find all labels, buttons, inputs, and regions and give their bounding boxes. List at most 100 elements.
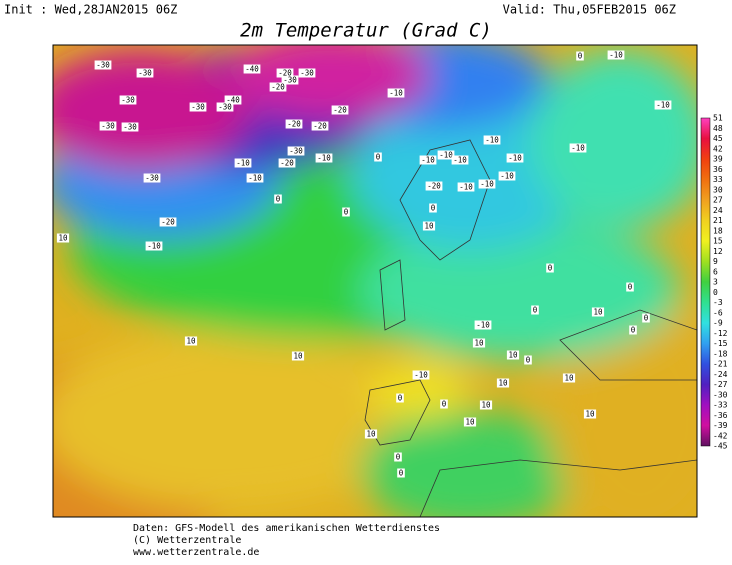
contour-label: 0	[548, 264, 553, 273]
contour-label-box	[483, 135, 501, 145]
colorbar-label: -3	[713, 298, 723, 307]
contour-label-box	[437, 150, 455, 160]
contour-label-box	[478, 179, 496, 189]
contour-label: -40	[245, 65, 259, 74]
coastlines	[364, 139, 697, 517]
contour-label: -10	[459, 183, 473, 192]
colorbar-label: 51	[713, 114, 723, 123]
colorbar-label: -15	[713, 339, 728, 348]
contour-label-box	[463, 417, 477, 427]
contour-label-box	[583, 409, 597, 419]
contour-label-box	[285, 119, 303, 129]
contour-label: 0	[376, 153, 381, 162]
contour-label-box	[654, 100, 672, 110]
contour-label: 10	[366, 430, 376, 439]
contour-label: -30	[191, 103, 205, 112]
contour-label-box	[374, 152, 382, 162]
colorbar-label: 15	[713, 237, 723, 246]
contour-label: -10	[500, 172, 514, 181]
contour-label-box	[396, 393, 404, 403]
colorbar-label: -33	[713, 401, 728, 410]
contour-label: -30	[123, 123, 137, 132]
contour-label-box	[546, 263, 554, 273]
contour-label: -30	[218, 103, 232, 112]
map	[53, 45, 697, 517]
contour-label: -30	[121, 96, 135, 105]
title: 2m Temperatur (Grad C)	[240, 20, 492, 42]
contour-label: -10	[236, 159, 250, 168]
contour-label-box	[99, 121, 117, 131]
contour-label-box	[364, 429, 378, 439]
colorbar-label: -30	[713, 390, 728, 399]
colorbar-label: 24	[713, 206, 723, 215]
contour-label: -10	[609, 51, 623, 60]
contour-label: 0	[442, 400, 447, 409]
contour-label-box	[440, 399, 448, 409]
map-frame	[52, 44, 698, 518]
contour-label: 0	[628, 283, 633, 292]
contour-label: -30	[101, 122, 115, 131]
contour-label-box	[145, 241, 163, 251]
contour-label-box	[189, 102, 207, 112]
contour-label-box	[298, 68, 316, 78]
colorbar-label: 6	[713, 267, 718, 276]
contour-label-box	[626, 282, 634, 292]
contour-label-box	[562, 373, 576, 383]
contour-label: -10	[453, 156, 467, 165]
contour-label: 0	[631, 326, 636, 335]
contour-label-box	[315, 153, 333, 163]
contour-label: -10	[317, 154, 331, 163]
colorbar-label: -27	[713, 380, 728, 389]
colorbar-label: -24	[713, 370, 728, 379]
contour-label: -20	[280, 159, 294, 168]
contour-label-box	[422, 221, 436, 231]
contour-label-box	[479, 400, 493, 410]
contour-label-box	[159, 217, 177, 227]
contour-label: -20	[333, 106, 347, 115]
contour-label-box	[278, 158, 296, 168]
colorbar-label: -18	[713, 349, 728, 358]
contour-label: 0	[644, 314, 649, 323]
contour-label-box	[412, 370, 430, 380]
contour-label-box	[246, 173, 264, 183]
colorbar-label: 39	[713, 155, 723, 164]
contour-label-box	[287, 146, 305, 156]
contour-label: 0	[431, 204, 436, 213]
colorbar-label: -12	[713, 329, 728, 338]
contour-label: -20	[278, 69, 292, 78]
contour-label-box	[569, 143, 587, 153]
contour-label: 10	[186, 337, 196, 346]
contour-label: 0	[526, 356, 531, 365]
contour-label: 10	[293, 352, 303, 361]
contour-label-box	[94, 60, 112, 70]
contour-label: -10	[389, 89, 403, 98]
contour-label: -10	[508, 154, 522, 163]
contour-label: 0	[578, 52, 583, 61]
contour-label: -30	[96, 61, 110, 70]
contour-label: -20	[271, 83, 285, 92]
contour-label-box	[607, 50, 625, 60]
contour-label: 10	[474, 339, 484, 348]
contour-label-box	[397, 468, 405, 478]
contour-label: 10	[508, 351, 518, 360]
contour-label-box	[342, 207, 350, 217]
colorbar-label: 21	[713, 216, 723, 225]
contour-label: -30	[145, 174, 159, 183]
contour-label: -20	[287, 120, 301, 129]
colorbar-label: 48	[713, 124, 723, 133]
contour-label: -30	[300, 69, 314, 78]
contour-label: 10	[585, 410, 595, 419]
contour-label: 10	[58, 234, 68, 243]
contour-label: 10	[564, 374, 574, 383]
contour-label-box	[629, 325, 637, 335]
contour-label: 0	[398, 394, 403, 403]
contour-label-box	[331, 105, 349, 115]
contour-label-box	[291, 351, 305, 361]
footer-line: www.wetterzentrale.de	[133, 547, 259, 558]
contour-label-box	[276, 68, 294, 78]
contour-label-box	[498, 171, 516, 181]
contour-label-box	[234, 158, 252, 168]
contour-label-box	[531, 305, 539, 315]
contour-label-box	[429, 203, 437, 213]
